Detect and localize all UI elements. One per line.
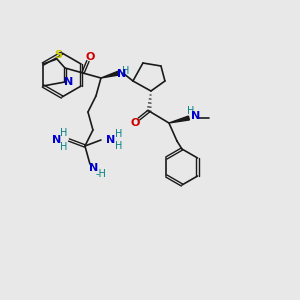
Text: H: H	[115, 129, 123, 139]
Text: O: O	[85, 52, 94, 62]
Polygon shape	[169, 116, 189, 123]
Text: N: N	[191, 111, 201, 121]
Text: -H: -H	[95, 169, 106, 179]
Text: S: S	[54, 50, 62, 60]
Text: O: O	[130, 118, 140, 128]
Text: N: N	[106, 135, 116, 145]
Text: H: H	[187, 106, 195, 116]
Text: H: H	[60, 142, 68, 152]
Text: N: N	[89, 163, 99, 173]
Text: N: N	[64, 77, 74, 87]
Text: N: N	[117, 69, 127, 79]
Polygon shape	[101, 71, 119, 78]
Text: H: H	[122, 66, 130, 76]
Text: H: H	[60, 128, 68, 138]
Text: N: N	[52, 135, 62, 145]
Text: H: H	[115, 141, 123, 151]
